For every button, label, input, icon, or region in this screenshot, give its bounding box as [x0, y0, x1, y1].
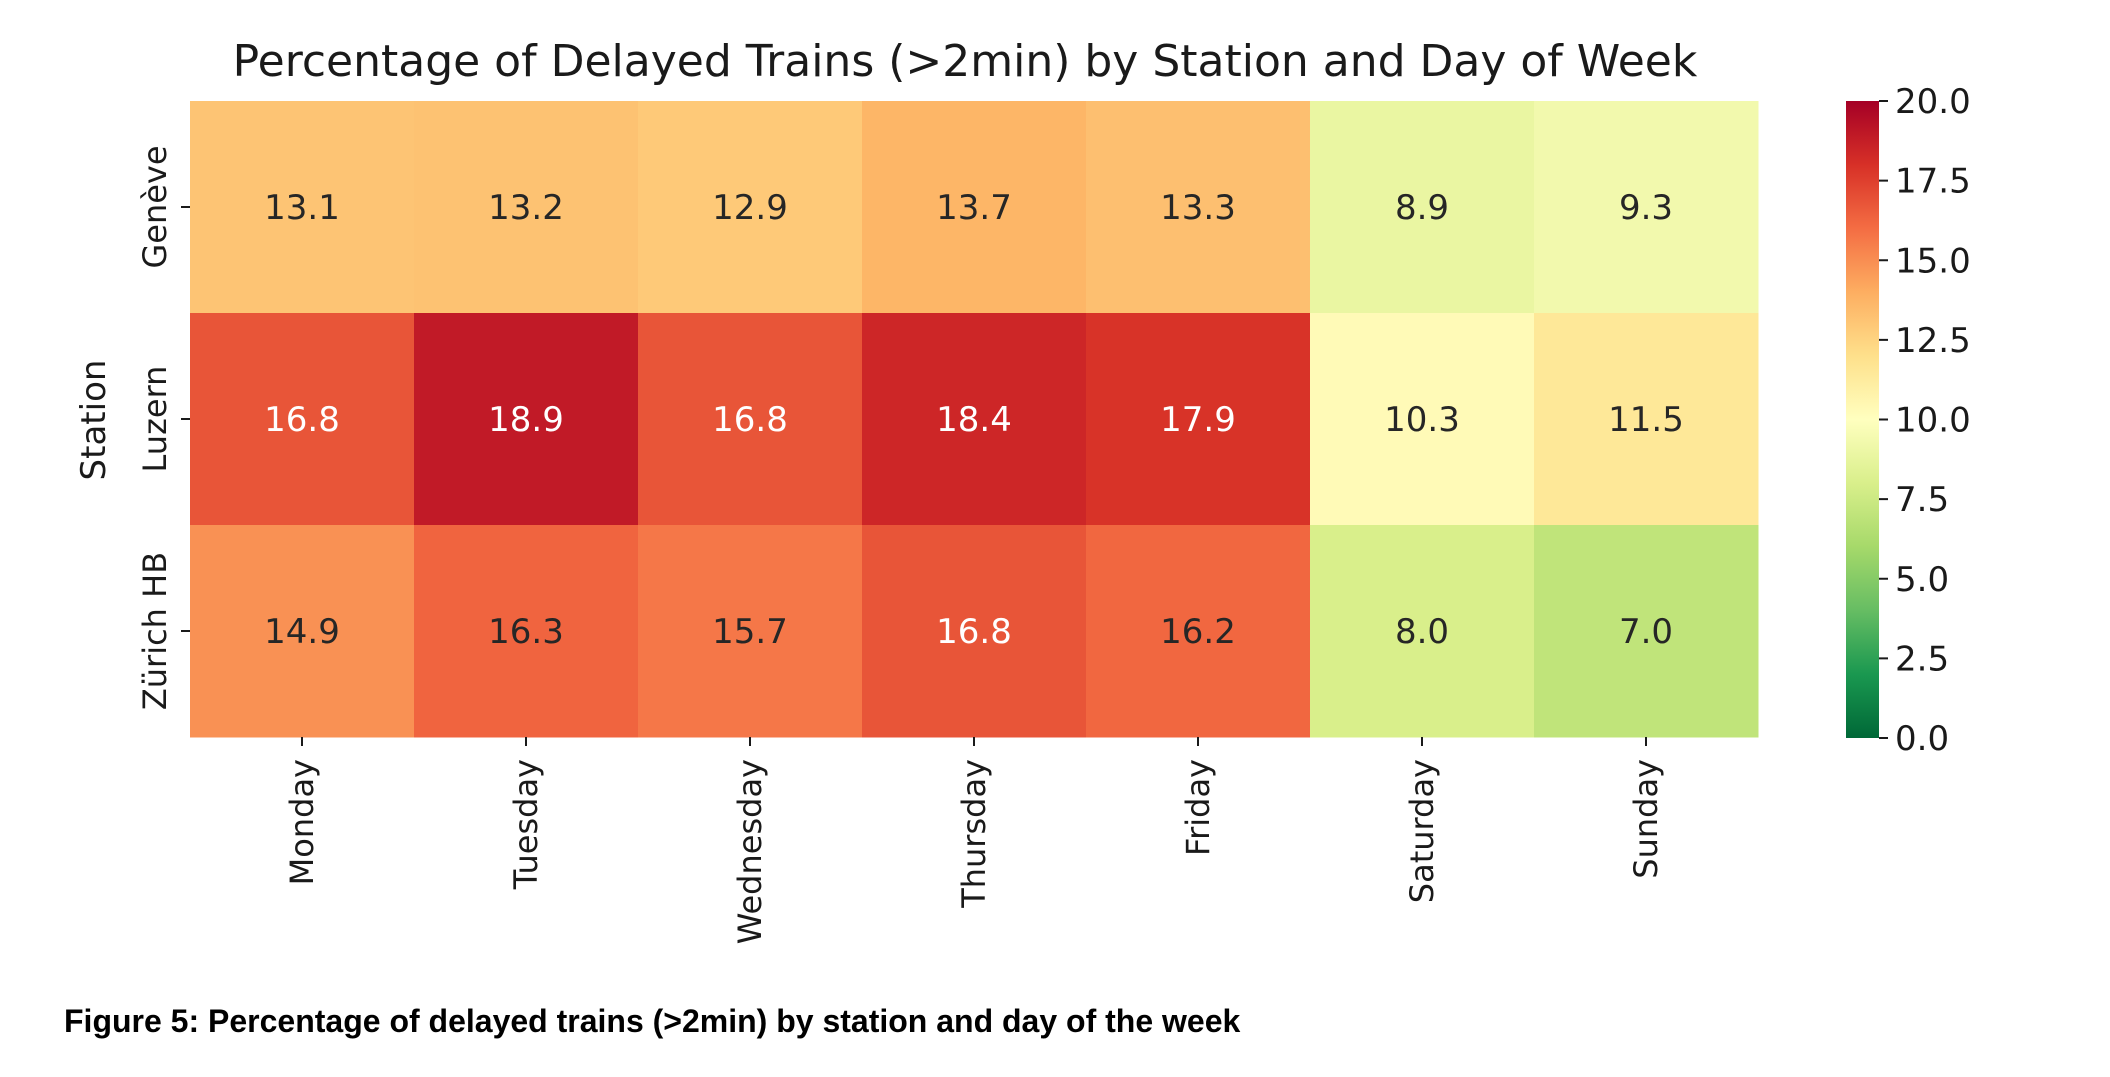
x-axis-ticks: Monday Tuesday Wednesday Thursday Friday Satu… [283, 737, 1665, 944]
colorbar-tick-label: 5.0 [1895, 560, 1949, 600]
heatmap-cell-geneve-friday [1086, 101, 1311, 314]
colorbar-tick-label: 7.5 [1895, 480, 1949, 520]
heatmap-cell-luzern-tuesday [414, 313, 639, 526]
y-tick-label-zurich-hb: Zürich HB [136, 552, 174, 710]
colorbar-tick-label: 2.5 [1895, 639, 1949, 679]
cell-value-label: 13.1 [264, 188, 340, 228]
colorbar-ticks: 0.0 2.5 5.0 7.5 10.0 12.5 15.0 17.5 20.0 [1879, 82, 1971, 759]
heatmap-chart: Percentage of Delayed Trains (>2min) by … [74, 36, 1971, 944]
heatmap-cell-luzern-sunday [1534, 313, 1759, 526]
heatmap-cell-luzern-friday [1086, 313, 1311, 526]
heatmap-cell-labels: 13.1 13.2 12.9 13.7 13.3 8.9 9.3 16.8 18.9 16.8 18… [264, 188, 1684, 652]
cell-value-label: 13.2 [488, 188, 564, 228]
cell-value-label: 16.3 [488, 612, 564, 652]
cell-value-label: 8.0 [1395, 612, 1449, 652]
y-tick-label-luzern: Luzern [136, 366, 174, 473]
x-tick-label-saturday: Saturday [1403, 759, 1441, 903]
heatmap-cell-geneve-wednesday [638, 101, 863, 314]
heatmap-cell-zurich-hb-thursday [862, 525, 1087, 738]
cell-value-label: 17.9 [1160, 400, 1236, 440]
colorbar-tick-label: 10.0 [1895, 401, 1971, 441]
cell-value-label: 18.9 [488, 400, 564, 440]
cell-value-label: 16.8 [264, 400, 340, 440]
heatmap-cell-zurich-hb-monday [190, 525, 415, 738]
cell-value-label: 16.2 [1160, 612, 1236, 652]
heatmap-cell-geneve-saturday [1310, 101, 1535, 314]
y-axis-ticks: Genève Luzern Zürich HB [136, 145, 190, 710]
cell-value-label: 13.7 [936, 188, 1012, 228]
heatmap-cell-luzern-monday [190, 313, 415, 526]
x-tick-label-friday: Friday [1179, 759, 1217, 856]
colorbar-tick-label: 0.0 [1895, 719, 1949, 759]
heatmap-cells [190, 101, 1759, 738]
x-tick-label-monday: Monday [283, 759, 321, 885]
cell-value-label: 7.0 [1619, 612, 1673, 652]
y-tick-label-geneve: Genève [136, 145, 174, 268]
x-tick-label-sunday: Sunday [1627, 759, 1665, 879]
figure-caption: Figure 5: Percentage of delayed trains (… [64, 1003, 1241, 1039]
cell-value-label: 14.9 [264, 612, 340, 652]
cell-value-label: 9.3 [1619, 188, 1673, 228]
cell-value-label: 12.9 [712, 188, 788, 228]
cell-value-label: 13.3 [1160, 188, 1236, 228]
y-axis-label: Station [74, 360, 114, 481]
heatmap-cell-luzern-wednesday [638, 313, 863, 526]
colorbar-tick-label: 20.0 [1895, 82, 1971, 122]
colorbar [1846, 101, 1879, 738]
x-tick-label-tuesday: Tuesday [507, 759, 545, 890]
heatmap-cell-luzern-saturday [1310, 313, 1535, 526]
heatmap-cell-geneve-thursday [862, 101, 1087, 314]
chart-title: Percentage of Delayed Trains (>2min) by … [233, 36, 1698, 87]
cell-value-label: 8.9 [1395, 188, 1449, 228]
cell-value-label: 11.5 [1608, 400, 1684, 440]
heatmap-cell-geneve-monday [190, 101, 415, 314]
heatmap-cell-zurich-hb-sunday [1534, 525, 1759, 738]
heatmap-cell-zurich-hb-wednesday [638, 525, 863, 738]
cell-value-label: 16.8 [712, 400, 788, 440]
x-tick-label-wednesday: Wednesday [731, 759, 769, 944]
colorbar-tick-label: 12.5 [1895, 321, 1971, 361]
heatmap-cell-zurich-hb-saturday [1310, 525, 1535, 738]
heatmap-cell-zurich-hb-friday [1086, 525, 1311, 738]
colorbar-tick-label: 15.0 [1895, 241, 1971, 281]
cell-value-label: 10.3 [1384, 400, 1460, 440]
heatmap-cell-geneve-tuesday [414, 101, 639, 314]
heatmap-cell-zurich-hb-tuesday [414, 525, 639, 738]
cell-value-label: 16.8 [936, 612, 1012, 652]
heatmap-cell-luzern-thursday [862, 313, 1087, 526]
heatmap-cell-geneve-sunday [1534, 101, 1759, 314]
x-tick-label-thursday: Thursday [955, 759, 993, 909]
colorbar-tick-label: 17.5 [1895, 162, 1971, 202]
cell-value-label: 15.7 [712, 612, 788, 652]
cell-value-label: 18.4 [936, 400, 1012, 440]
